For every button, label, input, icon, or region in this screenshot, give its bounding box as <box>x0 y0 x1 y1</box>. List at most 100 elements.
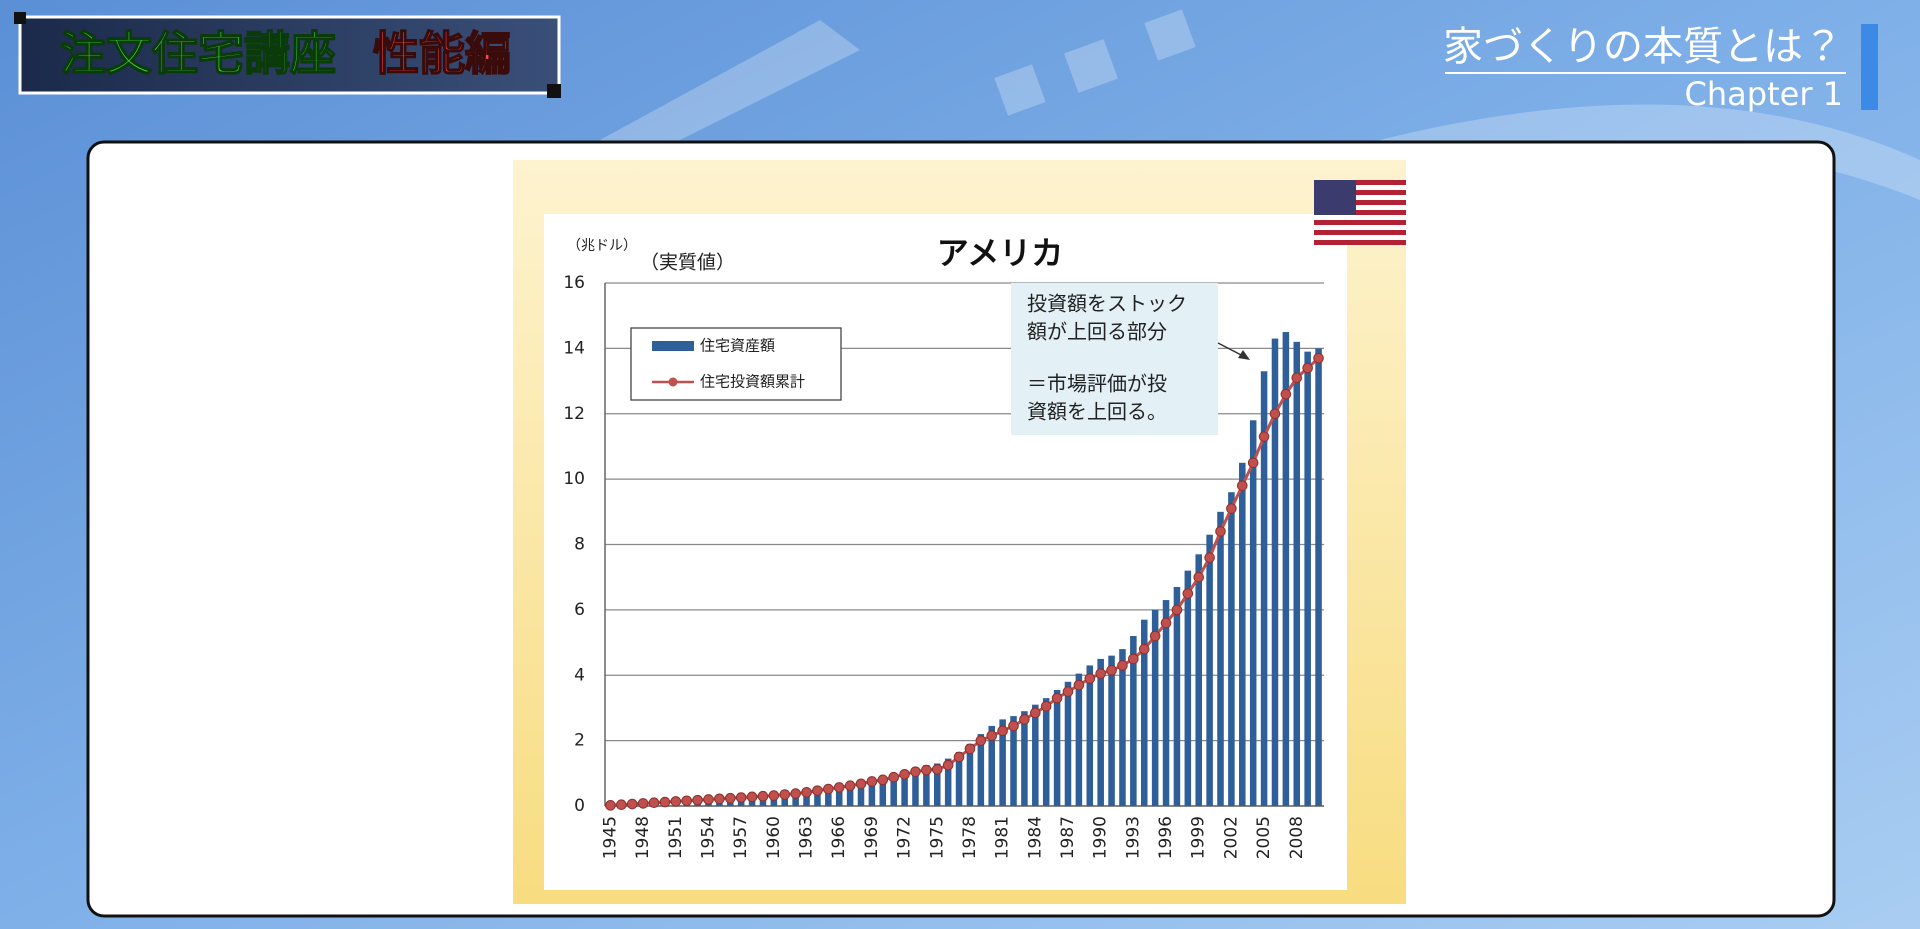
annotation-text: 額が上回る部分 <box>1027 320 1167 344</box>
line-marker <box>1019 714 1030 725</box>
line-marker <box>1313 352 1324 364</box>
x-tick-label: 1972 <box>895 816 915 859</box>
bar <box>1032 704 1039 806</box>
line-marker <box>1128 653 1139 665</box>
x-tick-label: 2002 <box>1221 816 1241 859</box>
line-marker <box>812 785 823 796</box>
line-marker <box>1269 408 1281 420</box>
bar <box>1075 673 1083 806</box>
chapter-header: 家づくりの本質とは？ Chapter 1 <box>1443 24 1878 113</box>
line-marker <box>681 795 693 807</box>
x-tick-label: 1996 <box>1156 816 1176 859</box>
line-marker <box>1008 720 1019 732</box>
bar <box>933 763 941 806</box>
line-marker <box>1106 665 1117 676</box>
line-marker <box>823 783 834 795</box>
y-axis-unit: （兆ドル） <box>567 238 637 254</box>
chapter-title: 家づくりの本質とは？ <box>1443 24 1843 70</box>
x-tick-label: 1966 <box>829 816 849 859</box>
line-marker <box>1291 372 1303 384</box>
bar <box>1195 554 1202 806</box>
legend-swatch <box>652 341 694 351</box>
bar <box>890 774 897 806</box>
line-marker <box>1160 617 1172 629</box>
line-marker <box>1117 660 1128 671</box>
bar <box>814 789 821 806</box>
bar <box>1162 600 1170 806</box>
line-marker <box>637 798 649 809</box>
line-marker <box>1062 686 1074 697</box>
line-marker <box>833 782 845 793</box>
bar <box>912 768 919 806</box>
line-marker <box>1084 673 1096 684</box>
course-edition: 性能編 <box>373 27 511 81</box>
x-tick-label: 1963 <box>797 816 817 859</box>
line-marker <box>605 800 616 811</box>
bar <box>988 725 996 806</box>
line-marker <box>1138 643 1150 655</box>
line-marker <box>703 794 714 805</box>
bar <box>1293 341 1301 806</box>
chapter-label: Chapter 1 <box>1685 75 1843 113</box>
line-marker <box>714 793 725 805</box>
line-marker <box>801 786 812 798</box>
x-tick-label: 1954 <box>698 816 718 859</box>
bar <box>1315 348 1322 806</box>
bar <box>1053 689 1061 806</box>
x-tick-label: 1960 <box>764 816 784 859</box>
bar <box>792 792 799 806</box>
background-shapes <box>600 9 1920 200</box>
bar <box>1184 570 1192 806</box>
x-tick-label: 1987 <box>1058 816 1078 859</box>
bar <box>825 788 832 806</box>
bar <box>923 765 930 806</box>
bar <box>1021 711 1028 806</box>
line-marker <box>757 790 769 802</box>
line-marker <box>1226 503 1237 514</box>
line-marker <box>768 790 780 801</box>
line-marker <box>964 743 976 755</box>
bar <box>1130 636 1137 806</box>
line-marker <box>790 788 801 799</box>
line-marker <box>1149 630 1161 642</box>
line-marker <box>1051 692 1063 704</box>
line-marker <box>997 725 1008 737</box>
bar <box>1304 351 1311 806</box>
bar <box>1151 609 1159 806</box>
line-marker <box>1204 552 1215 563</box>
bar <box>1097 658 1104 806</box>
x-tick-label: 2005 <box>1254 816 1274 859</box>
line-marker <box>1258 431 1270 442</box>
line-marker <box>1073 679 1085 691</box>
line-marker <box>953 751 965 763</box>
chart-title: アメリカ <box>937 234 1063 272</box>
line-marker <box>1236 480 1248 491</box>
line-marker <box>986 730 998 742</box>
bar <box>835 786 843 806</box>
x-tick-label: 1981 <box>993 816 1013 859</box>
line-marker <box>1302 362 1313 374</box>
annotation-box <box>1011 283 1218 435</box>
bar <box>1010 716 1017 806</box>
bar <box>1217 511 1224 806</box>
x-tick-label: 1993 <box>1123 816 1143 859</box>
badge-corner <box>547 84 561 98</box>
line-marker <box>616 799 627 810</box>
line-marker <box>910 766 921 777</box>
line-marker <box>724 792 736 804</box>
x-tick-label: 1978 <box>960 816 980 859</box>
bar <box>1206 534 1213 806</box>
x-tick-label: 1951 <box>666 816 686 859</box>
line-marker <box>779 789 791 800</box>
line-marker <box>1040 701 1052 712</box>
x-tick-label: 1990 <box>1091 816 1111 859</box>
course-badge: 注文住宅講座 性能編 <box>14 12 561 98</box>
bar <box>901 771 908 806</box>
line-marker <box>670 796 682 807</box>
bar <box>868 779 876 806</box>
line-marker <box>735 792 747 803</box>
line-marker <box>866 776 878 787</box>
line-marker <box>1171 604 1183 616</box>
